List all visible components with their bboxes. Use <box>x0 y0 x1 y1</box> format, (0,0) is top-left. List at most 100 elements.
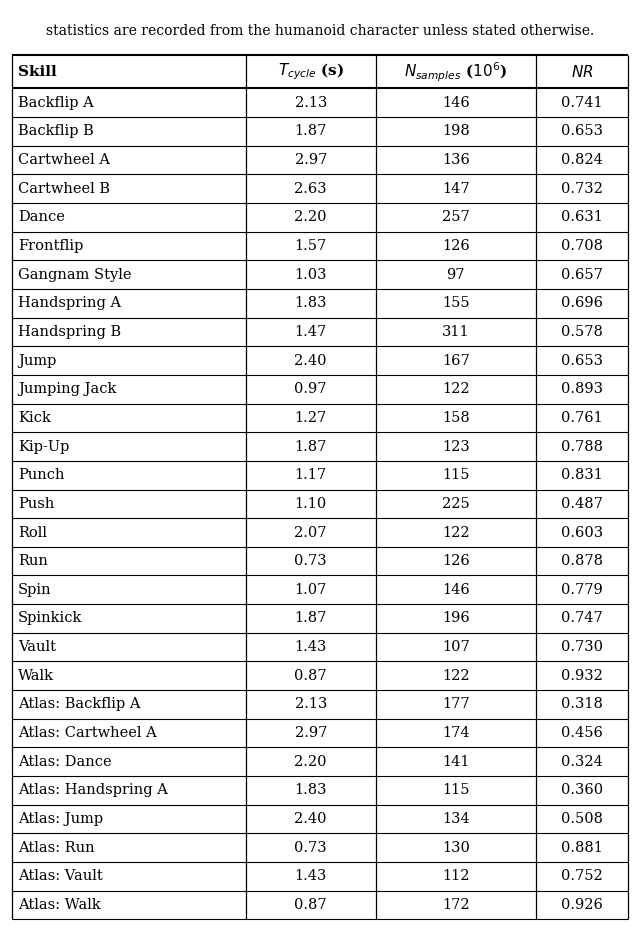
Text: 123: 123 <box>442 440 470 454</box>
Text: Handspring A: Handspring A <box>18 296 121 310</box>
Text: 311: 311 <box>442 325 470 339</box>
Text: 0.752: 0.752 <box>561 870 603 884</box>
Text: Spinkick: Spinkick <box>18 612 83 625</box>
Text: 0.708: 0.708 <box>561 239 604 253</box>
Text: 0.732: 0.732 <box>561 181 603 196</box>
Text: 0.631: 0.631 <box>561 211 603 225</box>
Text: Atlas: Vault: Atlas: Vault <box>18 870 102 884</box>
Text: 167: 167 <box>442 353 470 368</box>
Text: Spin: Spin <box>18 583 52 597</box>
Text: 0.318: 0.318 <box>561 697 603 712</box>
Text: 0.824: 0.824 <box>561 153 603 167</box>
Text: 1.27: 1.27 <box>294 411 327 425</box>
Text: 0.831: 0.831 <box>561 468 603 482</box>
Text: 141: 141 <box>442 755 470 769</box>
Text: Roll: Roll <box>18 525 47 540</box>
Text: Backflip A: Backflip A <box>18 96 93 110</box>
Text: 0.603: 0.603 <box>561 525 604 540</box>
Text: 0.696: 0.696 <box>561 296 604 310</box>
Text: 112: 112 <box>442 870 470 884</box>
Text: 2.97: 2.97 <box>294 726 327 740</box>
Text: 0.97: 0.97 <box>294 383 327 397</box>
Text: 257: 257 <box>442 211 470 225</box>
Text: Backflip B: Backflip B <box>18 124 93 138</box>
Text: Run: Run <box>18 555 48 568</box>
Text: 0.730: 0.730 <box>561 640 604 654</box>
Text: 0.893: 0.893 <box>561 383 604 397</box>
Text: 107: 107 <box>442 640 470 654</box>
Text: Frontflip: Frontflip <box>18 239 83 253</box>
Text: 155: 155 <box>442 296 470 310</box>
Text: 0.761: 0.761 <box>561 411 603 425</box>
Text: 1.10: 1.10 <box>294 497 327 510</box>
Text: $T_{cycle}$ (s): $T_{cycle}$ (s) <box>278 62 344 82</box>
Text: 126: 126 <box>442 239 470 253</box>
Text: 1.43: 1.43 <box>294 870 327 884</box>
Text: 2.07: 2.07 <box>294 525 327 540</box>
Text: 0.508: 0.508 <box>561 812 604 826</box>
Text: 177: 177 <box>442 697 470 712</box>
Text: Atlas: Backflip A: Atlas: Backflip A <box>18 697 140 712</box>
Text: 146: 146 <box>442 96 470 110</box>
Text: 0.73: 0.73 <box>294 555 327 568</box>
Text: 146: 146 <box>442 583 470 597</box>
Text: Jumping Jack: Jumping Jack <box>18 383 116 397</box>
Text: 158: 158 <box>442 411 470 425</box>
Text: 1.03: 1.03 <box>294 268 327 282</box>
Text: 0.360: 0.360 <box>561 783 604 797</box>
Text: 0.73: 0.73 <box>294 840 327 854</box>
Text: 0.578: 0.578 <box>561 325 603 339</box>
Text: 1.17: 1.17 <box>294 468 327 482</box>
Text: Atlas: Run: Atlas: Run <box>18 840 95 854</box>
Text: Walk: Walk <box>18 668 54 682</box>
Text: 0.87: 0.87 <box>294 898 327 912</box>
Text: 1.83: 1.83 <box>294 296 327 310</box>
Text: Gangnam Style: Gangnam Style <box>18 268 131 282</box>
Text: 1.87: 1.87 <box>294 440 327 454</box>
Text: Kip-Up: Kip-Up <box>18 440 69 454</box>
Text: 2.63: 2.63 <box>294 181 327 196</box>
Text: 122: 122 <box>442 383 470 397</box>
Text: 0.741: 0.741 <box>561 96 603 110</box>
Text: Atlas: Walk: Atlas: Walk <box>18 898 100 912</box>
Text: 174: 174 <box>442 726 470 740</box>
Text: 1.87: 1.87 <box>294 124 327 138</box>
Text: 1.57: 1.57 <box>294 239 327 253</box>
Text: Dance: Dance <box>18 211 65 225</box>
Text: 2.13: 2.13 <box>294 96 327 110</box>
Text: 97: 97 <box>447 268 465 282</box>
Text: 0.87: 0.87 <box>294 668 327 682</box>
Text: Handspring B: Handspring B <box>18 325 121 339</box>
Text: 2.13: 2.13 <box>294 697 327 712</box>
Text: 2.40: 2.40 <box>294 353 327 368</box>
Text: 2.97: 2.97 <box>294 153 327 167</box>
Text: 198: 198 <box>442 124 470 138</box>
Text: Punch: Punch <box>18 468 65 482</box>
Text: 2.20: 2.20 <box>294 211 327 225</box>
Text: 0.878: 0.878 <box>561 555 604 568</box>
Text: Push: Push <box>18 497 54 510</box>
Text: 115: 115 <box>442 783 470 797</box>
Text: 225: 225 <box>442 497 470 510</box>
Text: 115: 115 <box>442 468 470 482</box>
Text: Atlas: Dance: Atlas: Dance <box>18 755 111 769</box>
Text: 136: 136 <box>442 153 470 167</box>
Text: Jump: Jump <box>18 353 56 368</box>
Text: 126: 126 <box>442 555 470 568</box>
Text: Atlas: Cartwheel A: Atlas: Cartwheel A <box>18 726 157 740</box>
Text: 0.926: 0.926 <box>561 898 603 912</box>
Text: 0.657: 0.657 <box>561 268 603 282</box>
Text: 122: 122 <box>442 525 470 540</box>
Text: 134: 134 <box>442 812 470 826</box>
Text: 0.747: 0.747 <box>561 612 603 625</box>
Text: Vault: Vault <box>18 640 56 654</box>
Text: 122: 122 <box>442 668 470 682</box>
Text: 196: 196 <box>442 612 470 625</box>
Text: $N_{samples}$ ($10^6$): $N_{samples}$ ($10^6$) <box>404 60 508 84</box>
Text: 2.40: 2.40 <box>294 812 327 826</box>
Text: 0.324: 0.324 <box>561 755 603 769</box>
Text: 0.653: 0.653 <box>561 124 604 138</box>
Text: 0.788: 0.788 <box>561 440 604 454</box>
Text: 1.43: 1.43 <box>294 640 327 654</box>
Text: 0.653: 0.653 <box>561 353 604 368</box>
